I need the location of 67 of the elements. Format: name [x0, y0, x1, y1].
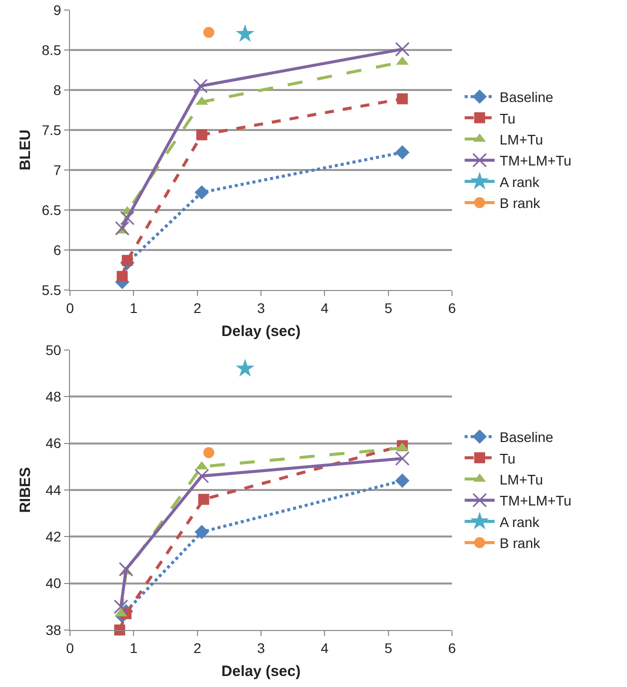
legend-label: A rank — [500, 514, 540, 530]
point — [395, 451, 410, 466]
y-tick-label: 38 — [46, 622, 62, 638]
point — [194, 468, 210, 484]
point — [118, 562, 134, 577]
point — [120, 210, 135, 226]
x-tick-label: 6 — [448, 640, 456, 656]
point — [114, 599, 128, 614]
x-tick-label: 2 — [193, 640, 202, 656]
point — [193, 78, 208, 94]
legend-label: TM+LM+Tu — [500, 492, 572, 509]
x-axis-title: Delay (sec) — [221, 323, 301, 340]
point — [122, 254, 133, 266]
y-tick-label: 7 — [53, 162, 62, 178]
x-tick-label: 6 — [448, 300, 456, 316]
point — [396, 93, 408, 104]
x-tick-label: 1 — [130, 640, 138, 656]
x-tick-label: 4 — [320, 300, 329, 316]
x-tick-label: 5 — [384, 640, 392, 656]
legend-label: TM+LM+Tu — [500, 152, 572, 169]
y-axis-title: BLEU — [17, 130, 34, 170]
y-tick-label: 40 — [46, 575, 62, 592]
point — [198, 494, 210, 505]
legend-label: LM+Tu — [500, 471, 544, 488]
point — [114, 221, 130, 236]
y-tick-label: 5.5 — [42, 282, 62, 298]
y-tick-label: 44 — [46, 482, 62, 498]
y-tick-label: 9 — [53, 2, 62, 18]
y-tick-label: 6 — [53, 242, 62, 258]
legend-label: Baseline — [500, 89, 554, 106]
y-tick-label: 7.5 — [42, 122, 62, 138]
y-tick-label: 50 — [46, 342, 62, 358]
legend-label: B rank — [500, 535, 542, 552]
point — [116, 270, 128, 282]
legend-label: Tu — [500, 110, 516, 126]
legend-label: Baseline — [500, 429, 554, 446]
y-tick-label: 46 — [46, 435, 62, 452]
x-tick-label: 1 — [130, 300, 138, 316]
point — [236, 24, 254, 42]
point — [395, 474, 410, 488]
point — [395, 42, 410, 56]
point — [114, 624, 126, 636]
point — [194, 185, 209, 200]
x-tick-label: 4 — [320, 640, 329, 656]
legend-label: LM+Tu — [500, 131, 544, 148]
point — [196, 129, 208, 140]
y-tick-label: 8 — [53, 82, 62, 98]
x-tick-label: 2 — [193, 300, 202, 316]
y-tick-label: 6.5 — [42, 202, 62, 218]
legend-label: B rank — [500, 195, 542, 212]
y-axis-title: RIBES — [17, 467, 34, 513]
legend-label: Tu — [500, 450, 516, 466]
y-tick-label: 48 — [46, 388, 62, 405]
point — [395, 145, 410, 160]
x-tick-label: 5 — [384, 300, 392, 316]
x-tick-label: 0 — [66, 300, 74, 316]
point — [203, 26, 214, 38]
legend-label: A rank — [500, 174, 540, 190]
point — [203, 447, 214, 458]
x-tick-label: 0 — [66, 640, 74, 656]
y-tick-label: 42 — [46, 528, 62, 545]
x-axis-title: Delay (sec) — [221, 663, 301, 680]
point — [236, 358, 254, 377]
point — [194, 524, 209, 540]
y-tick-label: 8.5 — [42, 42, 62, 58]
x-tick-label: 3 — [257, 640, 266, 656]
x-tick-label: 3 — [257, 300, 266, 316]
